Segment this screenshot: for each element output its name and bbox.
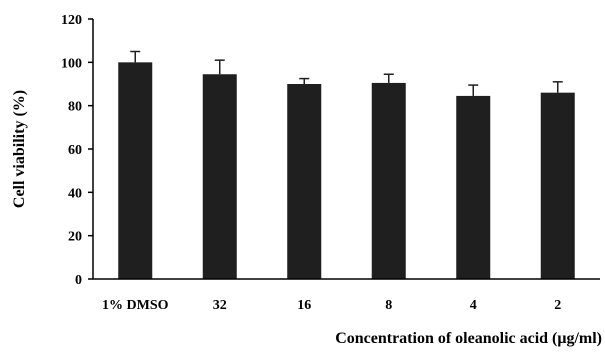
bar (456, 95, 491, 280)
y-tick-label: 60 (68, 143, 82, 158)
y-tick-label: 100 (61, 56, 82, 71)
x-axis-category-labels: 1% DMSO 32 16 8 4 2 (102, 298, 561, 313)
x-category-label: 16 (297, 298, 311, 313)
error-bars (130, 50, 563, 96)
x-category-label: 32 (213, 298, 227, 313)
x-category-label: 8 (385, 298, 392, 313)
bar (371, 82, 406, 280)
bar (540, 92, 575, 280)
y-axis-title: Cell viability (%) (11, 90, 28, 208)
bar (287, 84, 322, 279)
bar (202, 74, 237, 279)
x-category-label: 1% DMSO (102, 298, 169, 313)
y-tick-label: 0 (75, 273, 82, 288)
y-tick-label: 40 (68, 186, 82, 201)
y-tick-label: 20 (68, 230, 82, 245)
x-category-label: 4 (470, 298, 477, 313)
y-axis-ticks: 0 20 40 60 80 100 120 (61, 13, 93, 288)
x-axis-title: Concentration of oleanolic acid (μg/ml) (335, 330, 602, 347)
bars (118, 62, 575, 280)
x-category-label: 2 (554, 298, 561, 313)
y-tick-label: 80 (68, 100, 82, 115)
y-tick-label: 120 (61, 13, 82, 28)
bar (118, 62, 153, 280)
